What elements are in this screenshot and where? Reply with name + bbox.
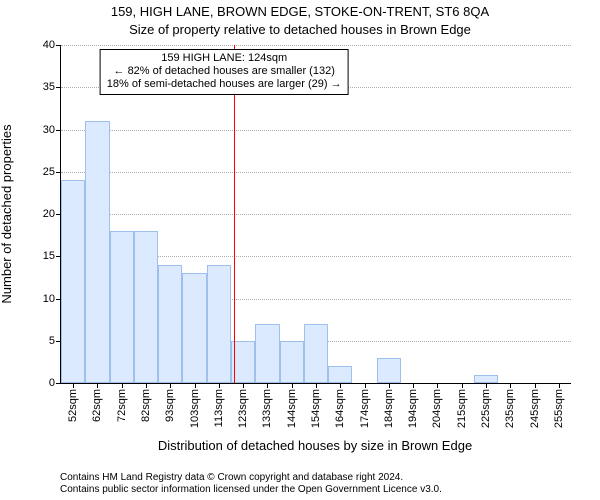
x-tick-label: 174sqm [359,389,371,428]
x-tick-mark [195,383,196,388]
x-tick-mark [462,383,463,388]
bar [207,265,231,383]
x-tick-label: 103sqm [189,389,201,428]
bar [304,324,328,383]
y-tick-mark [56,130,61,131]
bar [255,324,279,383]
x-tick-label: 113sqm [213,389,225,427]
y-tick-mark [56,45,61,46]
y-tick-mark [56,172,61,173]
x-tick-mark [340,383,341,388]
x-tick-mark [97,383,98,388]
x-tick-label: 204sqm [431,389,443,428]
x-tick-mark [146,383,147,388]
x-tick-label: 235sqm [504,389,516,428]
x-tick-mark [535,383,536,388]
plot-area: 051015202530354052sqm62sqm72sqm82sqm93sq… [60,45,571,384]
x-tick-mark [389,383,390,388]
x-tick-mark [122,383,123,388]
chart-title-sub: Size of property relative to detached ho… [0,22,600,37]
y-tick-label: 15 [43,250,55,262]
reference-line [234,45,235,383]
y-tick-label: 30 [43,124,55,136]
x-tick-mark [219,383,220,388]
x-tick-label: 245sqm [529,389,541,428]
y-tick-label: 0 [49,377,55,389]
annotation-line: 18% of semi-detached houses are larger (… [107,78,342,91]
bar [61,180,85,383]
x-tick-mark [559,383,560,388]
bar [182,273,206,383]
bar [474,375,498,383]
y-tick-label: 5 [49,335,55,347]
y-tick-label: 20 [43,208,55,220]
x-tick-label: 123sqm [237,389,249,428]
bar [85,121,109,383]
bar [134,231,158,383]
x-tick-label: 72sqm [116,389,128,422]
chart-title-main: 159, HIGH LANE, BROWN EDGE, STOKE-ON-TRE… [0,4,600,19]
bar [158,265,182,383]
x-tick-label: 93sqm [164,389,176,422]
x-tick-mark [316,383,317,388]
x-axis-label: Distribution of detached houses by size … [158,438,472,453]
x-tick-label: 133sqm [261,389,273,428]
x-tick-mark [486,383,487,388]
x-tick-mark [510,383,511,388]
grid-line [61,214,571,215]
x-tick-label: 82sqm [140,389,152,422]
x-tick-mark [365,383,366,388]
x-tick-label: 52sqm [67,389,79,422]
y-axis-label: Number of detached properties [0,124,14,303]
y-tick-label: 10 [43,293,55,305]
x-tick-label: 164sqm [334,389,346,428]
grid-line [61,130,571,131]
x-tick-mark [243,383,244,388]
x-tick-label: 194sqm [407,389,419,428]
x-tick-label: 62sqm [91,389,103,422]
annotation-line: ← 82% of detached houses are smaller (13… [107,65,342,78]
x-tick-mark [437,383,438,388]
x-tick-label: 144sqm [286,389,298,428]
x-tick-label: 225sqm [480,389,492,428]
footer-line-2: Contains public sector information licen… [60,484,442,495]
grid-line [61,172,571,173]
y-tick-mark [56,87,61,88]
x-tick-label: 184sqm [383,389,395,428]
x-tick-mark [292,383,293,388]
x-tick-label: 154sqm [310,389,322,428]
bar [110,231,134,383]
bar [280,341,304,383]
bar [328,366,352,383]
y-tick-label: 25 [43,166,55,178]
grid-line [61,45,571,46]
y-tick-mark [56,383,61,384]
x-tick-mark [73,383,74,388]
annotation-box: 159 HIGH LANE: 124sqm← 82% of detached h… [100,49,349,95]
bar [377,358,401,383]
x-tick-mark [413,383,414,388]
y-tick-label: 35 [43,81,55,93]
y-tick-label: 40 [43,39,55,51]
x-tick-label: 255sqm [553,389,565,428]
annotation-line: 159 HIGH LANE: 124sqm [107,52,342,65]
footer-line-1: Contains HM Land Registry data © Crown c… [60,472,403,483]
x-tick-label: 215sqm [456,389,468,428]
x-tick-mark [267,383,268,388]
chart-root: 159, HIGH LANE, BROWN EDGE, STOKE-ON-TRE… [0,0,600,500]
x-tick-mark [170,383,171,388]
